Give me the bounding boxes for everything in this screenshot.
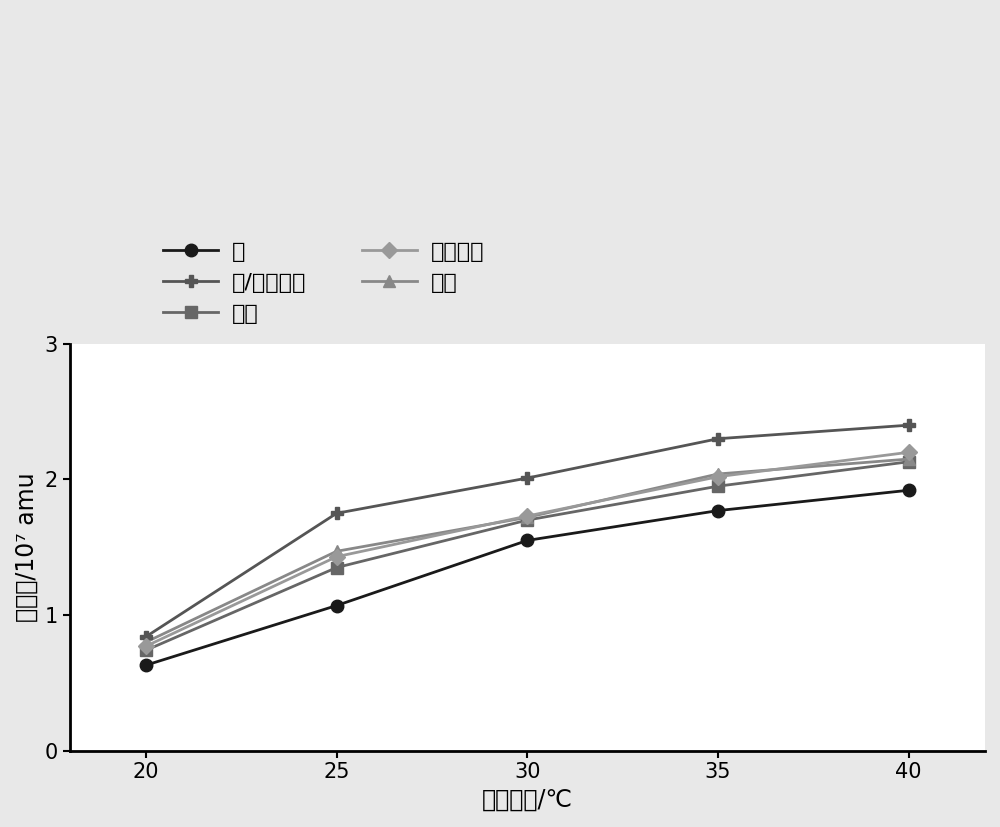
甲苯 [140,645,152,655]
邻二甲苯 [903,447,915,457]
X-axis label: 吹扫温度/℃: 吹扫温度/℃ [482,788,573,812]
乙苯 [140,637,152,647]
Line: 乙苯: 乙苯 [140,453,915,648]
乙苯 [521,513,533,523]
Y-axis label: 峰面积/10⁷ amu: 峰面积/10⁷ amu [15,472,39,622]
间/对二甲苯 [712,433,724,443]
苯 [712,505,724,515]
邻二甲苯 [521,511,533,521]
乙苯 [903,454,915,464]
甲苯 [712,481,724,491]
间/对二甲苯 [140,632,152,642]
苯 [903,485,915,495]
邻二甲苯 [712,471,724,481]
间/对二甲苯 [331,509,343,519]
邻二甲苯 [140,641,152,651]
间/对二甲苯 [903,420,915,430]
Legend: 苯, 间/对二甲苯, 甲苯, 邻二甲苯, 乙苯: 苯, 间/对二甲苯, 甲苯, 邻二甲苯, 乙苯 [154,233,493,332]
甲苯 [331,562,343,572]
Line: 苯: 苯 [140,484,915,672]
间/对二甲苯 [521,473,533,483]
乙苯 [331,547,343,557]
Line: 间/对二甲苯: 间/对二甲苯 [140,419,915,643]
邻二甲苯 [331,552,343,562]
Line: 邻二甲苯: 邻二甲苯 [140,447,914,652]
Line: 甲苯: 甲苯 [140,456,915,657]
甲苯 [903,457,915,466]
苯 [521,535,533,545]
苯 [331,600,343,610]
乙苯 [712,469,724,479]
苯 [140,660,152,670]
甲苯 [521,515,533,525]
